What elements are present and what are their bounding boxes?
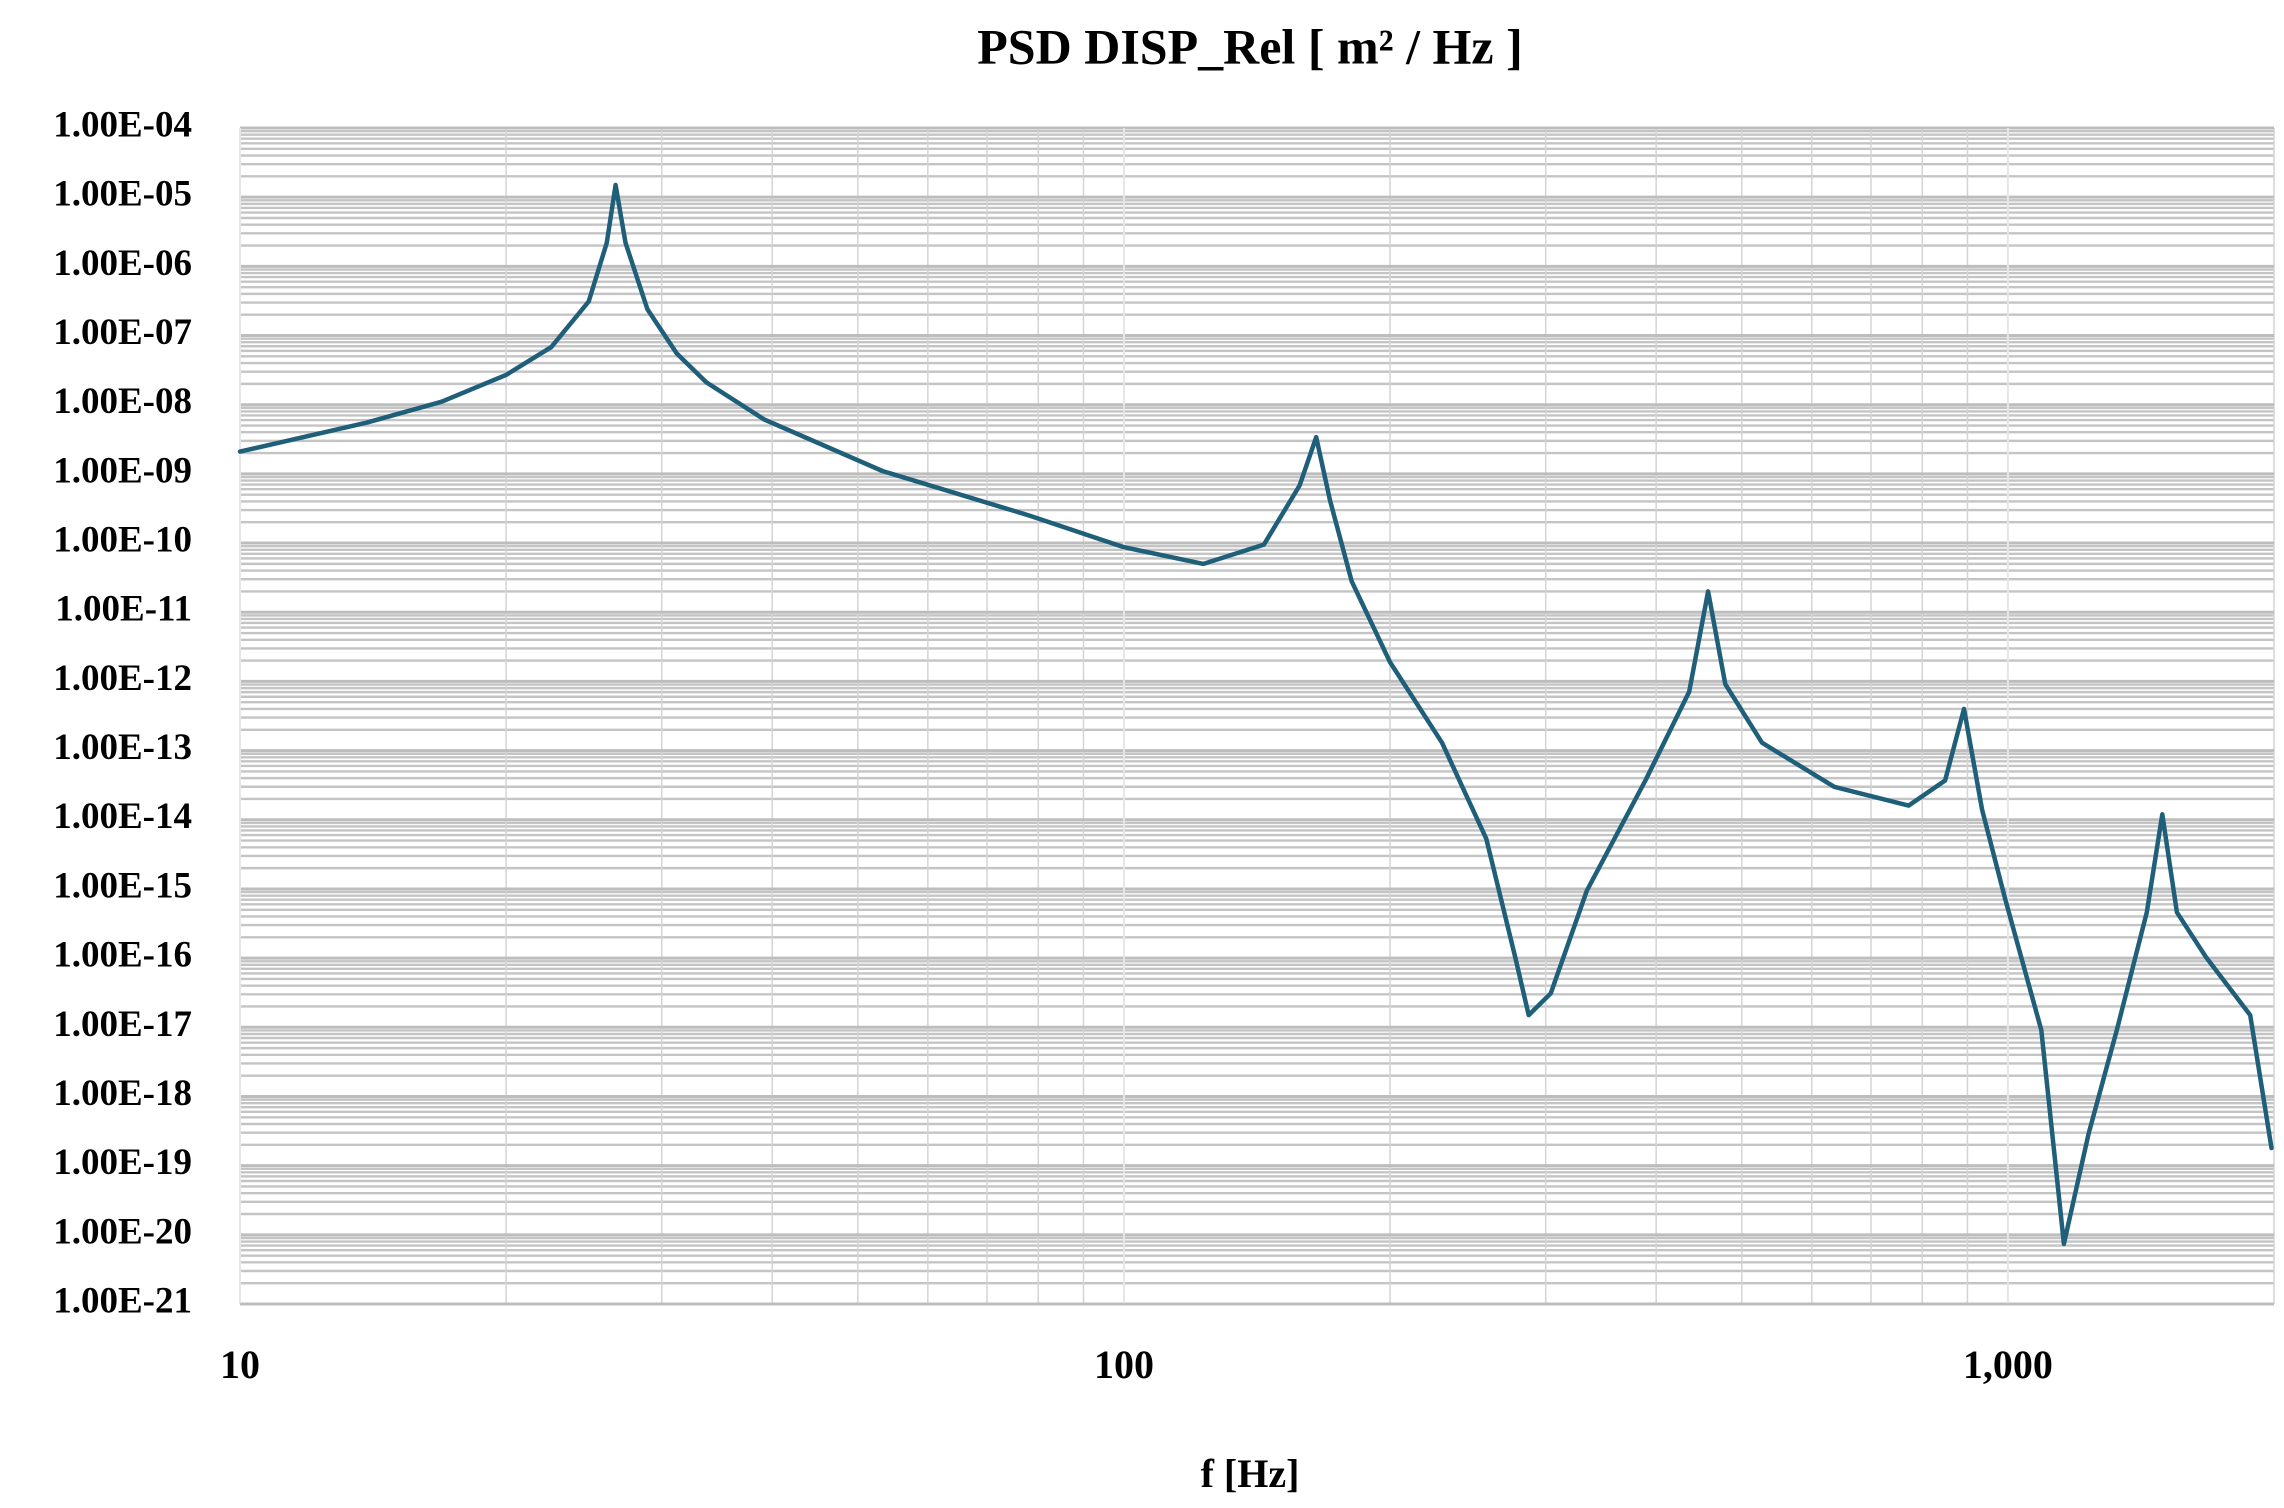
y-tick-label: 1.00E-10 <box>53 520 192 561</box>
y-tick-label: 1.00E-09 <box>53 450 192 491</box>
y-tick-label: 1.00E-06 <box>53 243 192 284</box>
y-tick-label: 1.00E-12 <box>53 658 192 699</box>
y-tick-label: 1.00E-14 <box>53 796 192 837</box>
y-tick-label: 1.00E-20 <box>53 1211 192 1252</box>
y-tick-label: 1.00E-13 <box>53 727 192 768</box>
y-tick-label: 1.00E-17 <box>53 1004 192 1045</box>
y-tick-label: 1.00E-07 <box>53 312 192 353</box>
y-tick-label: 1.00E-15 <box>53 865 192 906</box>
y-tick-label: 1.00E-18 <box>53 1073 192 1114</box>
y-tick-label: 1.00E-04 <box>53 104 192 145</box>
y-tick-label: 1.00E-05 <box>53 174 192 215</box>
x-tick-label: 100 <box>1094 1342 1154 1387</box>
grid <box>239 126 2275 1306</box>
y-tick-label: 1.00E-16 <box>53 935 192 976</box>
x-tick-label: 10 <box>220 1342 260 1387</box>
x-tick-label: 1,000 <box>1963 1342 2053 1387</box>
y-tick-label: 1.00E-11 <box>55 589 192 630</box>
chart-title: PSD DISP_Rel [ m² / Hz ] <box>977 18 1522 74</box>
x-axis-label: f [Hz] <box>1201 1451 1300 1496</box>
series-line <box>237 182 2274 1247</box>
y-tick-label: 1.00E-19 <box>53 1142 192 1183</box>
marks: 1.00E-04 1.00E-05 1.00E-06 1.00E-07 1.00E-08… <box>53 104 2274 1387</box>
y-tick-label: 1.00E-08 <box>53 381 192 422</box>
y-tick-label: 1.00E-21 <box>53 1280 192 1321</box>
